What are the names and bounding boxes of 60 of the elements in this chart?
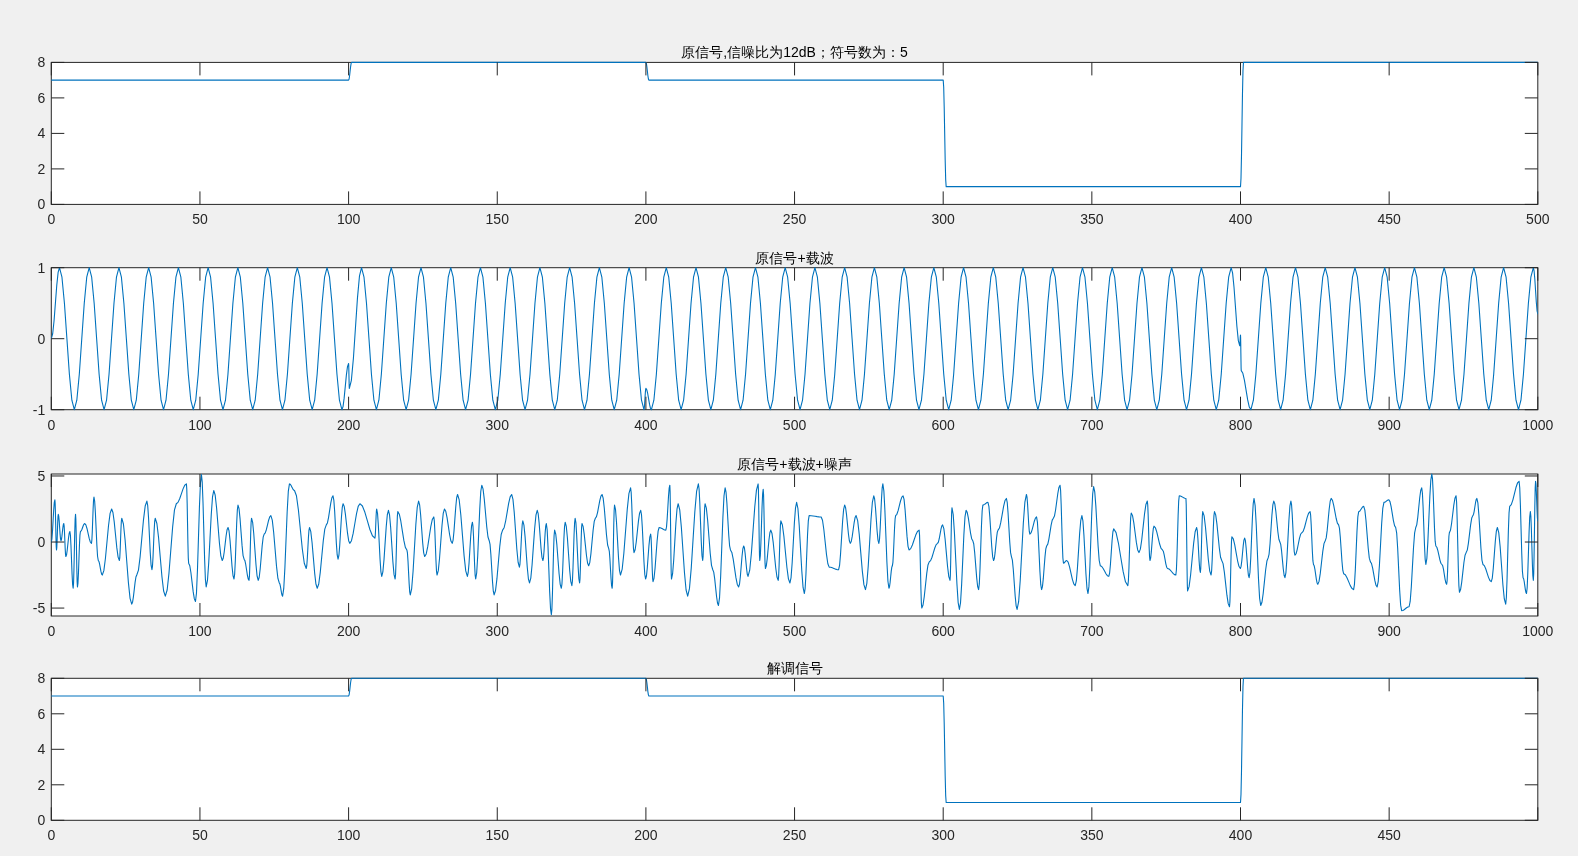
y-tick-label: 0 [37, 534, 46, 551]
x-tick-label: 250 [782, 211, 807, 228]
y-tick-label: 6 [37, 705, 46, 722]
y-tick-label: 4 [37, 125, 46, 142]
chart-title: 原信号,信噪比为12dB；符号数为：5 [681, 44, 908, 61]
x-tick-label: 900 [1377, 623, 1402, 639]
x-tick-label: 50 [192, 211, 208, 228]
x-tick-label: 1000 [1522, 623, 1554, 639]
y-tick-label: 4 [37, 741, 46, 758]
y-tick-label: 0 [37, 812, 46, 829]
y-tick-label: 8 [37, 670, 46, 687]
x-tick-label: 450 [1377, 827, 1402, 844]
x-tick-label: 600 [931, 623, 956, 639]
x-tick-label: 800 [1228, 623, 1253, 639]
x-tick-label: 500 [782, 623, 807, 639]
x-tick-label: 800 [1228, 416, 1253, 433]
x-tick-label: 450 [1377, 211, 1402, 228]
chart-title: 原信号+载波+噪声 [737, 456, 852, 472]
x-tick-label: 0 [47, 623, 56, 639]
x-tick-label: 200 [634, 211, 658, 228]
x-tick-label: 300 [931, 211, 956, 228]
y-tick-label: -1 [32, 401, 46, 418]
x-tick-label: 350 [1080, 827, 1104, 844]
x-tick-label: 50 [192, 827, 208, 844]
x-tick-label: 100 [188, 416, 212, 433]
x-tick-label: 700 [1080, 416, 1104, 433]
y-tick-label: 1 [37, 259, 46, 276]
y-tick-label: 2 [37, 776, 46, 793]
x-tick-label: 1000 [1522, 416, 1554, 433]
x-tick-label: 100 [188, 623, 212, 639]
y-tick-label: 0 [37, 330, 46, 347]
x-tick-label: 400 [1228, 827, 1253, 844]
x-tick-label: 900 [1377, 416, 1402, 433]
x-tick-label: 400 [634, 623, 658, 639]
x-tick-label: 200 [336, 623, 361, 639]
y-tick-label: 8 [37, 54, 46, 71]
x-tick-label: 250 [782, 827, 807, 844]
y-tick-label: -5 [32, 600, 46, 617]
x-tick-label: 300 [485, 416, 510, 433]
x-tick-label: 200 [336, 416, 361, 433]
x-tick-label: 300 [931, 827, 956, 844]
x-tick-label: 100 [336, 827, 361, 844]
x-tick-label: 500 [1526, 211, 1550, 228]
x-tick-label: 400 [634, 416, 658, 433]
x-tick-label: 200 [634, 827, 658, 844]
x-tick-label: 350 [1080, 211, 1104, 228]
y-tick-label: 0 [37, 196, 46, 213]
chart-title: 解调信号 [766, 660, 823, 677]
x-tick-label: 150 [485, 211, 510, 228]
x-tick-label: 600 [931, 416, 956, 433]
y-tick-label: 6 [37, 89, 46, 106]
x-tick-label: 500 [782, 416, 807, 433]
x-tick-label: 300 [485, 623, 510, 639]
x-tick-label: 400 [1228, 211, 1253, 228]
y-tick-label: 5 [37, 467, 46, 484]
x-tick-label: 700 [1080, 623, 1104, 639]
y-tick-label: 2 [37, 160, 46, 177]
x-tick-label: 150 [485, 827, 510, 844]
x-tick-label: 100 [336, 211, 361, 228]
chart-title: 原信号+载波 [755, 249, 834, 266]
